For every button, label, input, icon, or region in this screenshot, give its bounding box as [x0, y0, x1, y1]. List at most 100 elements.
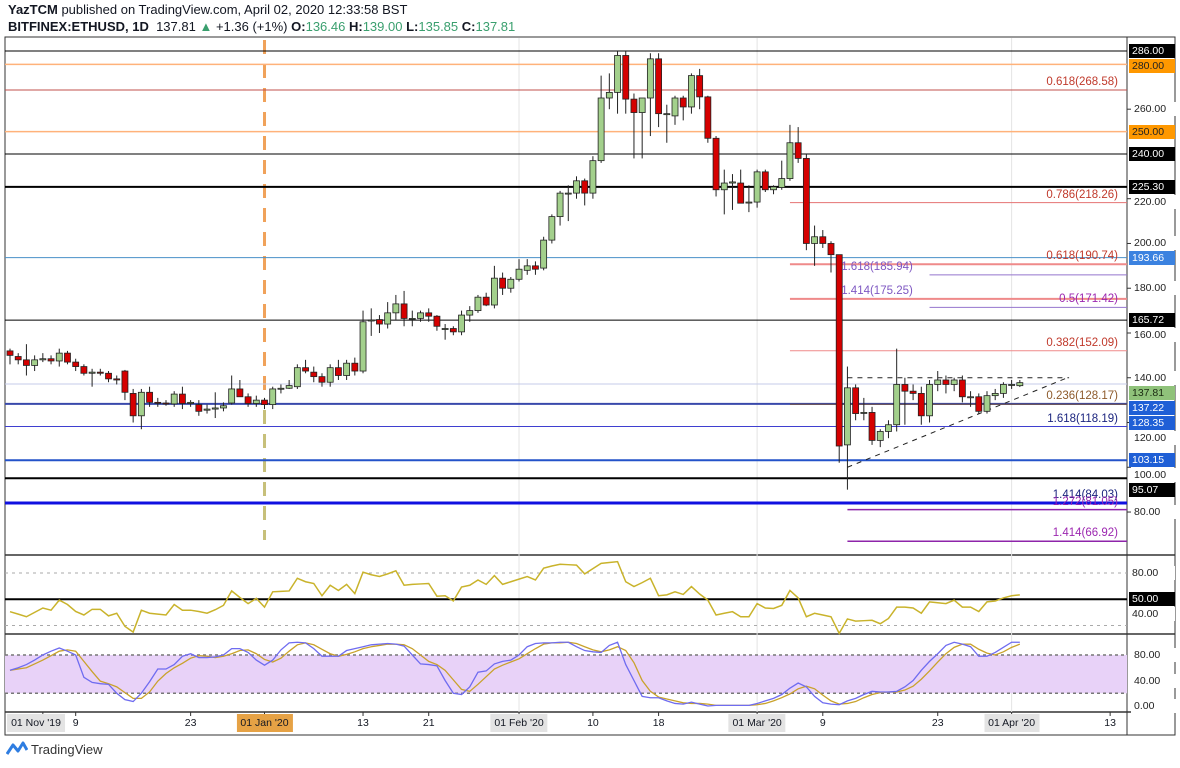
price-axis-label: 165.72	[1129, 313, 1175, 328]
candle-body	[819, 236, 827, 244]
price-axis-label: 286.00	[1129, 44, 1175, 58]
candle-body	[318, 376, 326, 383]
stoch-axis-label: 80.00	[1131, 648, 1177, 662]
candle-body	[794, 142, 802, 159]
candle-body	[113, 378, 121, 381]
chart-frame	[4, 36, 1176, 736]
candle-body	[523, 265, 531, 271]
candle-body	[55, 352, 63, 362]
time-axis-label: 01 Nov '19	[7, 714, 65, 732]
candle-body	[605, 92, 613, 99]
symbol-name[interactable]: BITFINEX:ETHUSD, 1D	[8, 19, 149, 34]
candle-body	[876, 431, 884, 441]
fib-label: 1.414(175.25)	[841, 284, 913, 297]
price-axis-label: 240.00	[1129, 146, 1175, 161]
stoch-d-line	[9, 641, 1021, 707]
candle-body	[64, 352, 71, 363]
candle-body	[88, 371, 96, 374]
candle-body	[696, 75, 704, 98]
time-axis-label: 13	[357, 717, 369, 729]
candle-body	[622, 55, 630, 100]
fib-label: 0.786(218.26)	[1046, 188, 1118, 201]
candle-body	[293, 367, 301, 388]
time-axis-label: 9	[819, 717, 826, 729]
trendline	[847, 376, 1070, 468]
time-axis-label: 23	[184, 717, 197, 729]
up-arrow-icon: ▲	[199, 19, 213, 34]
price-axis-label: 280.00	[1129, 59, 1175, 73]
candle-body	[203, 408, 211, 411]
price-change: +1.36 (+1%)	[215, 19, 288, 34]
candle-body	[638, 97, 646, 113]
candle-body	[589, 160, 597, 194]
candle-body	[745, 201, 753, 204]
high-label: H:	[348, 19, 363, 34]
candle-body	[400, 303, 408, 319]
candle-body	[507, 278, 515, 289]
time-axis-label: 01 Mar '20	[728, 714, 786, 732]
candle-body	[474, 296, 482, 312]
candle-body	[269, 388, 277, 406]
candle-body	[23, 359, 30, 366]
price-tick-label: 120.00	[1131, 430, 1177, 445]
candle-body	[195, 404, 203, 412]
high-value: 139.00	[362, 19, 403, 34]
candle-body	[655, 58, 662, 115]
fib-label: 1.272(81.05)	[1052, 495, 1118, 508]
candle-body	[6, 350, 14, 356]
price-axis-label: 137.81	[1129, 385, 1175, 400]
candle-body	[753, 171, 761, 203]
fib-label: 1.618(118.19)	[1047, 412, 1118, 425]
fib-label: 0.382(152.09)	[1046, 336, 1118, 349]
time-axis-label: 13	[1104, 717, 1116, 729]
candle-body	[458, 314, 465, 333]
candle-body	[359, 321, 367, 372]
candle-body	[679, 97, 687, 108]
candle-body	[1000, 384, 1007, 394]
time-axis-label: 9	[72, 717, 79, 729]
time-axis-label: 18	[652, 717, 665, 729]
tradingview-brand[interactable]: TradingView	[6, 741, 103, 757]
price-axis-label: 103.15	[1129, 453, 1175, 468]
candle-body	[564, 192, 572, 195]
price-tick-label: 220.00	[1131, 194, 1177, 209]
candle-body	[72, 361, 80, 367]
candle-body	[449, 328, 457, 333]
candle-body	[80, 366, 88, 374]
time-axis-label: 23	[931, 717, 944, 729]
stoch-axis-label: 40.00	[1131, 673, 1177, 688]
candle-body	[597, 97, 605, 162]
candle-body	[917, 393, 925, 417]
candle-body	[573, 180, 580, 194]
candle-body	[581, 180, 589, 194]
candle-body	[244, 396, 252, 404]
open-value: 136.46	[305, 19, 346, 34]
candle-body	[417, 312, 424, 319]
candle-body	[433, 315, 441, 327]
price-tick-label: 260.00	[1131, 102, 1177, 117]
candle-body	[885, 424, 892, 432]
candle-body	[802, 158, 810, 244]
candle-body	[466, 310, 474, 316]
candle-body	[285, 385, 293, 389]
stoch-band	[5, 655, 1127, 694]
close-value: 137.81	[475, 19, 516, 34]
price-tick-label: 160.00	[1131, 328, 1177, 343]
candle-body	[170, 393, 178, 405]
candle-body	[425, 312, 433, 317]
candle-body	[967, 396, 974, 399]
candle-body	[720, 182, 728, 191]
candle-body	[844, 387, 851, 446]
candle-body	[983, 395, 991, 412]
candle-body	[211, 407, 219, 410]
candle-body	[408, 318, 416, 320]
candle-body	[926, 384, 933, 417]
candle-body	[770, 186, 777, 191]
candle-body	[991, 393, 999, 397]
candle-body	[934, 379, 942, 385]
candle-body	[532, 265, 539, 270]
author-name[interactable]: YazTCM	[8, 2, 58, 17]
fib-label: 0.618(268.58)	[1046, 75, 1118, 88]
candle-body	[712, 137, 720, 191]
